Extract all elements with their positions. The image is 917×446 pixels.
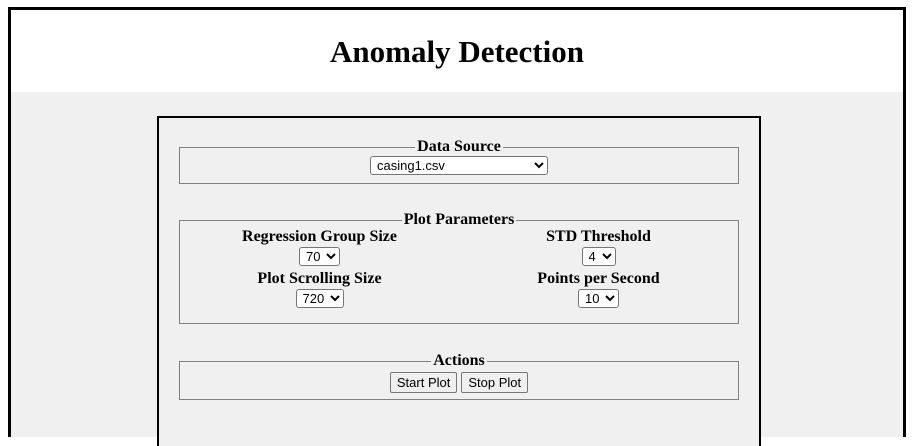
plot-scrolling-size-control: Plot Scrolling Size 720 [180,269,459,308]
std-threshold-select[interactable]: 4 [581,247,616,266]
page-frame: Anomaly Detection Data Source casing1.cs… [8,7,906,446]
control-panel: Data Source casing1.csv Plot Parameters … [157,116,761,446]
data-source-fieldset: Data Source casing1.csv [179,138,739,184]
points-per-second-control: Points per Second 10 [459,269,738,308]
std-threshold-label: STD Threshold [546,228,651,245]
points-per-second-label: Points per Second [537,270,660,287]
points-per-second-select[interactable]: 10 [578,289,619,308]
page-title: Anomaly Detection [330,34,584,69]
plot-scrolling-size-select[interactable]: 720 [295,289,344,308]
regression-group-size-label: Regression Group Size [242,228,397,245]
actions-fieldset: Actions Start Plot Stop Plot [179,352,739,400]
regression-group-size-control: Regression Group Size 70 [180,227,459,266]
plot-parameters-legend: Plot Parameters [403,211,515,228]
data-source-select[interactable]: casing1.csv [370,156,548,175]
std-threshold-control: STD Threshold 4 [459,227,738,266]
plot-scrolling-size-label: Plot Scrolling Size [257,270,382,287]
data-source-legend: Data Source [417,138,501,155]
stop-plot-button[interactable]: Stop Plot [461,372,529,393]
actions-legend: Actions [433,352,485,369]
page-header: Anomaly Detection [11,10,903,92]
plot-parameters-fieldset: Plot Parameters Regression Group Size 70… [179,211,739,324]
start-plot-button[interactable]: Start Plot [389,372,458,393]
regression-group-size-select[interactable]: 70 [299,247,340,266]
